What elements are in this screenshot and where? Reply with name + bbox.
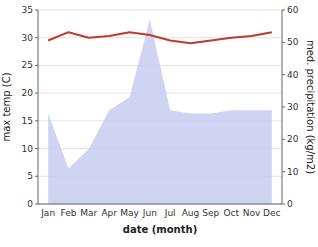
y2-tick: [282, 139, 285, 140]
y2-tick: [282, 204, 285, 205]
y-tick-label: 5: [27, 171, 33, 181]
y-axis-line: [38, 10, 39, 204]
y-tick: [35, 120, 38, 121]
y-tick-label: 15: [22, 116, 33, 126]
y2-tick: [282, 74, 285, 75]
x-tick-label: Mar: [80, 208, 97, 218]
x-tick-label: Oct: [223, 208, 239, 218]
y-tick: [35, 93, 38, 94]
x-tick-label: Dec: [263, 208, 280, 218]
y-axis-label: max temp (C): [1, 72, 12, 141]
y2-tick: [282, 107, 285, 108]
y-tick-label: 20: [22, 88, 34, 98]
grid: [38, 10, 282, 204]
y-tick-label: 30: [22, 33, 34, 43]
y2-tick-label: 20: [287, 134, 299, 144]
temperature-line: [48, 32, 272, 43]
x-axis-line: [38, 204, 282, 205]
precipitation-area: [48, 20, 272, 204]
y-tick: [35, 10, 38, 11]
x-tick-label: Sep: [202, 208, 219, 218]
y-tick: [35, 37, 38, 38]
y-tick-label: 35: [22, 5, 33, 15]
x-tick-label: May: [120, 208, 139, 218]
y2-tick-label: 50: [287, 37, 299, 47]
y2-tick-label: 0: [287, 199, 293, 209]
x-tick-label: Aug: [182, 208, 200, 218]
x-tick-label: Jan: [40, 208, 55, 218]
y2-tick-label: 10: [287, 167, 299, 177]
y-tick: [35, 176, 38, 177]
grid-line: [38, 10, 282, 11]
plot-area: [48, 20, 272, 204]
grid-line: [38, 204, 282, 205]
y-tick-label: 10: [22, 144, 34, 154]
x-tick-label: Nov: [243, 208, 261, 218]
y2-axis-label: med. precipitation (kg/m2): [305, 40, 316, 174]
axes: 0 5 10 15 20 25 30 35 0 10 20 30 40 50 60 Jan FebMar AprM…: [22, 5, 299, 218]
y-tick: [35, 148, 38, 149]
x-tick-label: Apr: [101, 208, 117, 218]
y2-tick-label: 30: [287, 102, 299, 112]
y2-tick-label: 40: [287, 70, 299, 80]
y-tick: [35, 65, 38, 66]
x-tick-label: Jun: [142, 208, 157, 218]
y-tick: [35, 204, 38, 205]
y2-tick: [282, 42, 285, 43]
y2-tick: [282, 10, 285, 11]
chart: 0 5 10 15 20 25 30 35 0 10 20 30 40 50 60 Jan FebMar AprM…: [0, 0, 318, 247]
y-tick-label: 0: [27, 199, 33, 209]
y2-tick: [282, 171, 285, 172]
y2-tick-label: 60: [287, 5, 299, 15]
x-axis-label: date (month): [123, 224, 197, 235]
y-tick-label: 25: [22, 60, 33, 70]
x-tick-label: Jul: [164, 208, 176, 218]
x-tick-label: Feb: [61, 208, 77, 218]
